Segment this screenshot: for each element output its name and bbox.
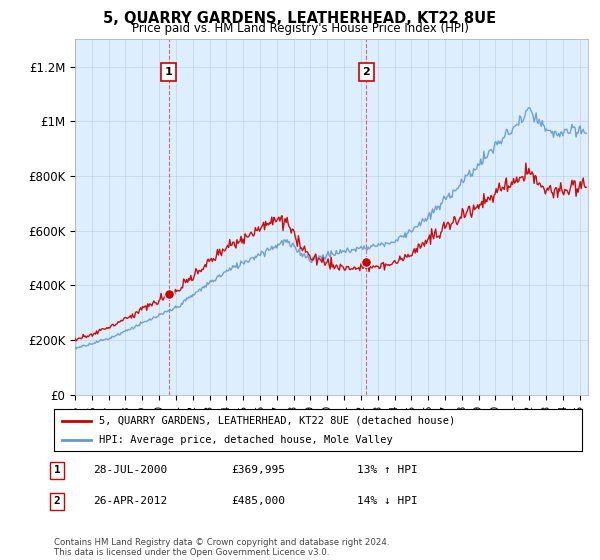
Text: 2: 2 xyxy=(53,496,61,506)
Text: 14% ↓ HPI: 14% ↓ HPI xyxy=(357,496,418,506)
Text: Contains HM Land Registry data © Crown copyright and database right 2024.
This d: Contains HM Land Registry data © Crown c… xyxy=(54,538,389,557)
Text: HPI: Average price, detached house, Mole Valley: HPI: Average price, detached house, Mole… xyxy=(99,435,392,445)
Text: 1: 1 xyxy=(53,465,61,475)
Text: £485,000: £485,000 xyxy=(231,496,285,506)
Text: 26-APR-2012: 26-APR-2012 xyxy=(93,496,167,506)
Text: 1: 1 xyxy=(165,67,173,77)
Bar xyxy=(169,39,367,395)
Text: 5, QUARRY GARDENS, LEATHERHEAD, KT22 8UE: 5, QUARRY GARDENS, LEATHERHEAD, KT22 8UE xyxy=(103,11,497,26)
Text: Price paid vs. HM Land Registry's House Price Index (HPI): Price paid vs. HM Land Registry's House … xyxy=(131,22,469,35)
Text: 28-JUL-2000: 28-JUL-2000 xyxy=(93,465,167,475)
Text: 13% ↑ HPI: 13% ↑ HPI xyxy=(357,465,418,475)
Text: 5, QUARRY GARDENS, LEATHERHEAD, KT22 8UE (detached house): 5, QUARRY GARDENS, LEATHERHEAD, KT22 8UE… xyxy=(99,416,455,426)
Text: 2: 2 xyxy=(362,67,370,77)
Text: £369,995: £369,995 xyxy=(231,465,285,475)
